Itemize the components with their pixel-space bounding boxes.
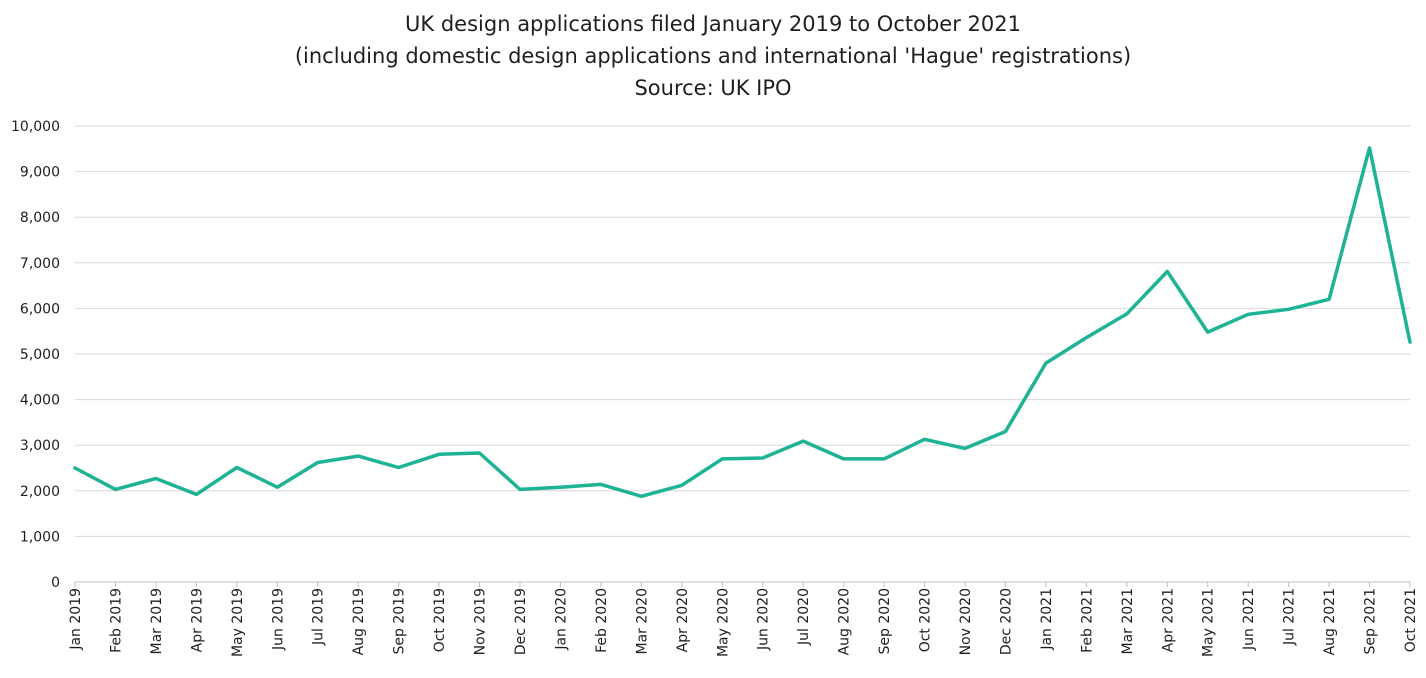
y-tick-label: 4,000 bbox=[20, 393, 60, 409]
data-point bbox=[194, 492, 198, 496]
data-point bbox=[599, 482, 603, 486]
x-tick-label: Jun 2019 bbox=[270, 588, 286, 651]
x-tick-label: Oct 2019 bbox=[432, 588, 448, 652]
y-tick-label: 7,000 bbox=[20, 256, 60, 272]
data-point bbox=[842, 457, 846, 461]
y-tick-label: 2,000 bbox=[20, 484, 60, 500]
x-tick-label: May 2020 bbox=[715, 588, 731, 657]
data-point bbox=[882, 457, 886, 461]
x-tick-label: Jul 2020 bbox=[796, 588, 812, 646]
series-layer bbox=[73, 146, 1412, 499]
x-tick-label: Aug 2021 bbox=[1322, 588, 1338, 655]
data-point bbox=[478, 451, 482, 455]
data-point bbox=[1327, 297, 1331, 301]
data-point bbox=[761, 456, 765, 460]
x-tick-label: Feb 2021 bbox=[1079, 588, 1095, 653]
data-point bbox=[639, 494, 643, 498]
x-tick-label: Jan 2019 bbox=[68, 588, 84, 651]
x-tick-label: Jan 2021 bbox=[1039, 588, 1055, 651]
x-tick-label: Sep 2020 bbox=[877, 588, 893, 654]
data-point bbox=[801, 439, 805, 443]
data-point bbox=[73, 466, 77, 470]
data-point bbox=[235, 466, 239, 470]
x-tick-label: Feb 2019 bbox=[108, 588, 124, 653]
chart-title-block: UK design applications filed January 201… bbox=[0, 8, 1426, 104]
y-tick-label: 1,000 bbox=[20, 529, 60, 545]
x-tick-label: Jun 2020 bbox=[756, 588, 772, 651]
y-tick-label: 8,000 bbox=[20, 210, 60, 226]
x-tick-label: Sep 2019 bbox=[392, 588, 408, 654]
y-axis: 0 1,000 2,000 3,000 4,000 5,000 6,000 7,000 8,00… bbox=[11, 119, 60, 591]
data-point bbox=[518, 487, 522, 491]
x-tick-labels: Jan 2019 Feb 2019 Mar 2019 Apr 2019 May 2019… bbox=[68, 588, 1419, 657]
data-point bbox=[720, 457, 724, 461]
x-tick-label: Jan 2020 bbox=[553, 588, 569, 651]
data-point bbox=[923, 437, 927, 441]
x-tick-label: May 2021 bbox=[1201, 588, 1217, 657]
data-point bbox=[1287, 307, 1291, 311]
x-tick-label: Feb 2020 bbox=[594, 588, 610, 653]
data-point bbox=[680, 483, 684, 487]
data-point bbox=[1408, 340, 1412, 344]
x-tick-label: Mar 2020 bbox=[634, 588, 650, 655]
x-tick-label: Oct 2020 bbox=[918, 588, 934, 652]
x-tick-label: May 2019 bbox=[230, 588, 246, 657]
x-tick-label: Nov 2020 bbox=[958, 588, 974, 655]
gridlines bbox=[75, 125, 1410, 537]
x-tick-label: Jun 2021 bbox=[1241, 588, 1257, 651]
x-tick-label: Oct 2021 bbox=[1403, 588, 1419, 652]
x-tick-label: Jul 2019 bbox=[311, 588, 327, 646]
data-point bbox=[1206, 330, 1210, 334]
series-line bbox=[73, 146, 1412, 499]
chart-source: Source: UK IPO bbox=[634, 76, 792, 100]
data-point bbox=[1084, 336, 1088, 340]
data-point bbox=[559, 485, 563, 489]
x-tick-label: Apr 2020 bbox=[675, 588, 691, 652]
x-axis bbox=[74, 581, 1411, 587]
data-point bbox=[1165, 270, 1169, 274]
data-point bbox=[316, 461, 320, 465]
x-tick-label: Apr 2019 bbox=[189, 588, 205, 652]
x-tick-label: Dec 2019 bbox=[513, 588, 529, 655]
x-tick-label: Aug 2019 bbox=[351, 588, 367, 655]
y-tick-label: 5,000 bbox=[20, 347, 60, 363]
y-tick-label: 9,000 bbox=[20, 165, 60, 181]
data-point bbox=[154, 477, 158, 481]
x-tick-label: Apr 2021 bbox=[1160, 588, 1176, 652]
y-tick-label: 3,000 bbox=[20, 438, 60, 454]
x-tick-label: Nov 2019 bbox=[473, 588, 489, 655]
data-point bbox=[1125, 312, 1129, 316]
x-tick-label: Mar 2021 bbox=[1120, 588, 1136, 655]
data-point bbox=[275, 485, 279, 489]
data-point bbox=[437, 452, 441, 456]
y-tick-label: 0 bbox=[51, 575, 60, 591]
y-tick-label: 6,000 bbox=[20, 301, 60, 317]
data-point bbox=[1044, 361, 1048, 365]
chart-title: UK design applications filed January 201… bbox=[405, 12, 1021, 36]
x-tick-label: Sep 2021 bbox=[1363, 588, 1379, 654]
chart-subtitle: (including domestic design applications … bbox=[294, 44, 1132, 68]
data-point bbox=[1004, 430, 1008, 434]
data-point bbox=[356, 454, 360, 458]
x-tick-label: Jul 2021 bbox=[1282, 588, 1298, 646]
data-point bbox=[963, 446, 967, 450]
data-point bbox=[1368, 146, 1372, 150]
data-point bbox=[114, 487, 118, 491]
x-tick-label: Aug 2020 bbox=[837, 588, 853, 655]
x-tick-label: Dec 2020 bbox=[998, 588, 1014, 655]
x-tick-label: Mar 2019 bbox=[149, 588, 165, 655]
data-point bbox=[1246, 312, 1250, 316]
y-tick-label: 10,000 bbox=[11, 119, 60, 135]
data-point bbox=[397, 466, 401, 470]
